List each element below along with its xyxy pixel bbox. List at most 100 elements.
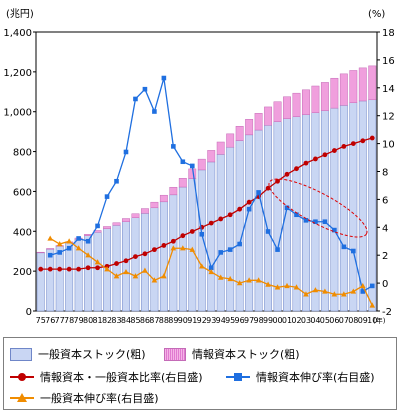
point-1	[123, 149, 129, 155]
x-axis-tick-label: 04	[310, 316, 320, 325]
bar-info-stock	[235, 126, 244, 141]
left-axis-tick-label: 800	[13, 148, 32, 159]
x-axis-tick-label: 10	[367, 316, 377, 325]
point-2	[75, 245, 82, 251]
bar-general-stock	[245, 134, 254, 312]
point-0	[57, 266, 63, 272]
point-1	[152, 109, 157, 114]
point-0	[152, 247, 157, 253]
point-0	[47, 266, 53, 272]
x-axis-tick-label: 92	[197, 316, 207, 325]
point-0	[360, 138, 366, 144]
bar-general-stock	[150, 207, 159, 312]
legend-marker-info-growth	[226, 372, 250, 382]
bar-general-stock	[197, 169, 206, 312]
x-axis-unit-label: (年)	[373, 316, 386, 325]
point-0	[38, 266, 44, 272]
right-axis-tick-label: 8	[382, 168, 388, 179]
right-axis-tick-label: -2	[382, 307, 392, 318]
x-axis-tick-label: 87	[149, 316, 159, 325]
point-2	[331, 291, 338, 297]
legend-marker-general-growth	[10, 393, 34, 403]
right-axis-tick-label: 18	[382, 28, 395, 39]
legend-label-info-growth: 情報資本伸び率(右目盛)	[256, 371, 375, 384]
x-axis-tick-label: 94	[216, 316, 226, 325]
x-axis-tick-label: 07	[339, 316, 349, 325]
point-2	[274, 284, 281, 290]
legend-marker-ratio	[10, 372, 34, 382]
plot-area	[35, 31, 378, 312]
point-2	[350, 288, 357, 294]
point-0	[161, 243, 167, 248]
legend-swatch-general-stock	[10, 347, 32, 361]
left-axis-unit-label: (兆円)	[6, 8, 34, 20]
point-1	[284, 205, 290, 211]
point-1	[294, 212, 299, 218]
legend-label-ratio: 情報資本・一般資本比率(右目盛)	[40, 371, 203, 384]
point-1	[104, 194, 110, 199]
x-axis-tick-label: 93	[206, 316, 216, 325]
point-0	[369, 135, 375, 141]
x-axis-tick-label: 88	[159, 316, 169, 325]
bar-general-stock	[36, 252, 45, 312]
point-1	[369, 283, 375, 289]
right-axis-tick-label: 6	[382, 195, 388, 206]
bar-info-stock	[368, 65, 377, 101]
point-0	[303, 160, 309, 166]
x-axis-tick-label: 09	[358, 316, 368, 325]
point-0	[85, 265, 91, 271]
bar-general-stock	[169, 194, 178, 312]
bar-general-stock	[349, 102, 358, 312]
point-0	[284, 171, 290, 177]
point-2	[265, 281, 271, 287]
point-2	[322, 288, 328, 294]
point-0	[322, 152, 328, 158]
bar-general-stock	[131, 217, 140, 312]
bar-info-stock	[292, 92, 301, 117]
right-axis-tick-label: 10	[382, 140, 395, 151]
bar-info-stock	[339, 73, 348, 106]
point-0	[76, 266, 82, 272]
bar-info-stock	[150, 201, 159, 209]
bar-info-stock	[122, 218, 130, 222]
point-2	[227, 275, 233, 282]
bar-info-stock	[273, 101, 282, 122]
point-1	[199, 231, 205, 237]
point-0	[350, 141, 356, 147]
bar-general-stock	[65, 242, 74, 312]
point-0	[227, 212, 233, 218]
bar-general-stock	[273, 121, 282, 312]
point-2	[369, 302, 376, 308]
point-1	[256, 190, 261, 195]
point-1	[66, 245, 72, 251]
point-0	[218, 216, 224, 222]
bar-general-stock	[188, 178, 197, 312]
x-axis-tick-label: 75	[36, 316, 46, 325]
point-2	[113, 273, 120, 279]
x-axis-tick-label: 96	[235, 316, 245, 325]
bar-general-stock	[368, 99, 377, 312]
point-2	[180, 245, 186, 251]
bar-info-stock	[46, 248, 55, 250]
point-2	[341, 291, 347, 297]
bar-general-stock	[122, 221, 130, 312]
bar-general-stock	[207, 161, 216, 312]
left-axis-tick-label: 400	[13, 227, 32, 238]
x-axis-tick-label: 79	[74, 316, 84, 325]
bar-general-stock	[330, 107, 339, 312]
point-0	[114, 261, 119, 266]
point-0	[275, 178, 280, 184]
x-axis-tick-label: 98	[254, 316, 264, 325]
point-1	[47, 252, 53, 258]
x-axis-tick-label: 85	[130, 316, 140, 325]
bar-general-stock	[254, 129, 263, 312]
legend: 一般資本ストック(粗) 情報資本ストック(粗) 情報資本・一般資本比率(右目盛)…	[3, 337, 397, 410]
point-1	[57, 250, 62, 255]
bar-info-stock	[216, 141, 225, 155]
point-1	[237, 241, 242, 247]
point-0	[170, 238, 176, 244]
point-2	[66, 238, 72, 244]
point-1	[133, 96, 138, 102]
point-2	[189, 246, 196, 252]
